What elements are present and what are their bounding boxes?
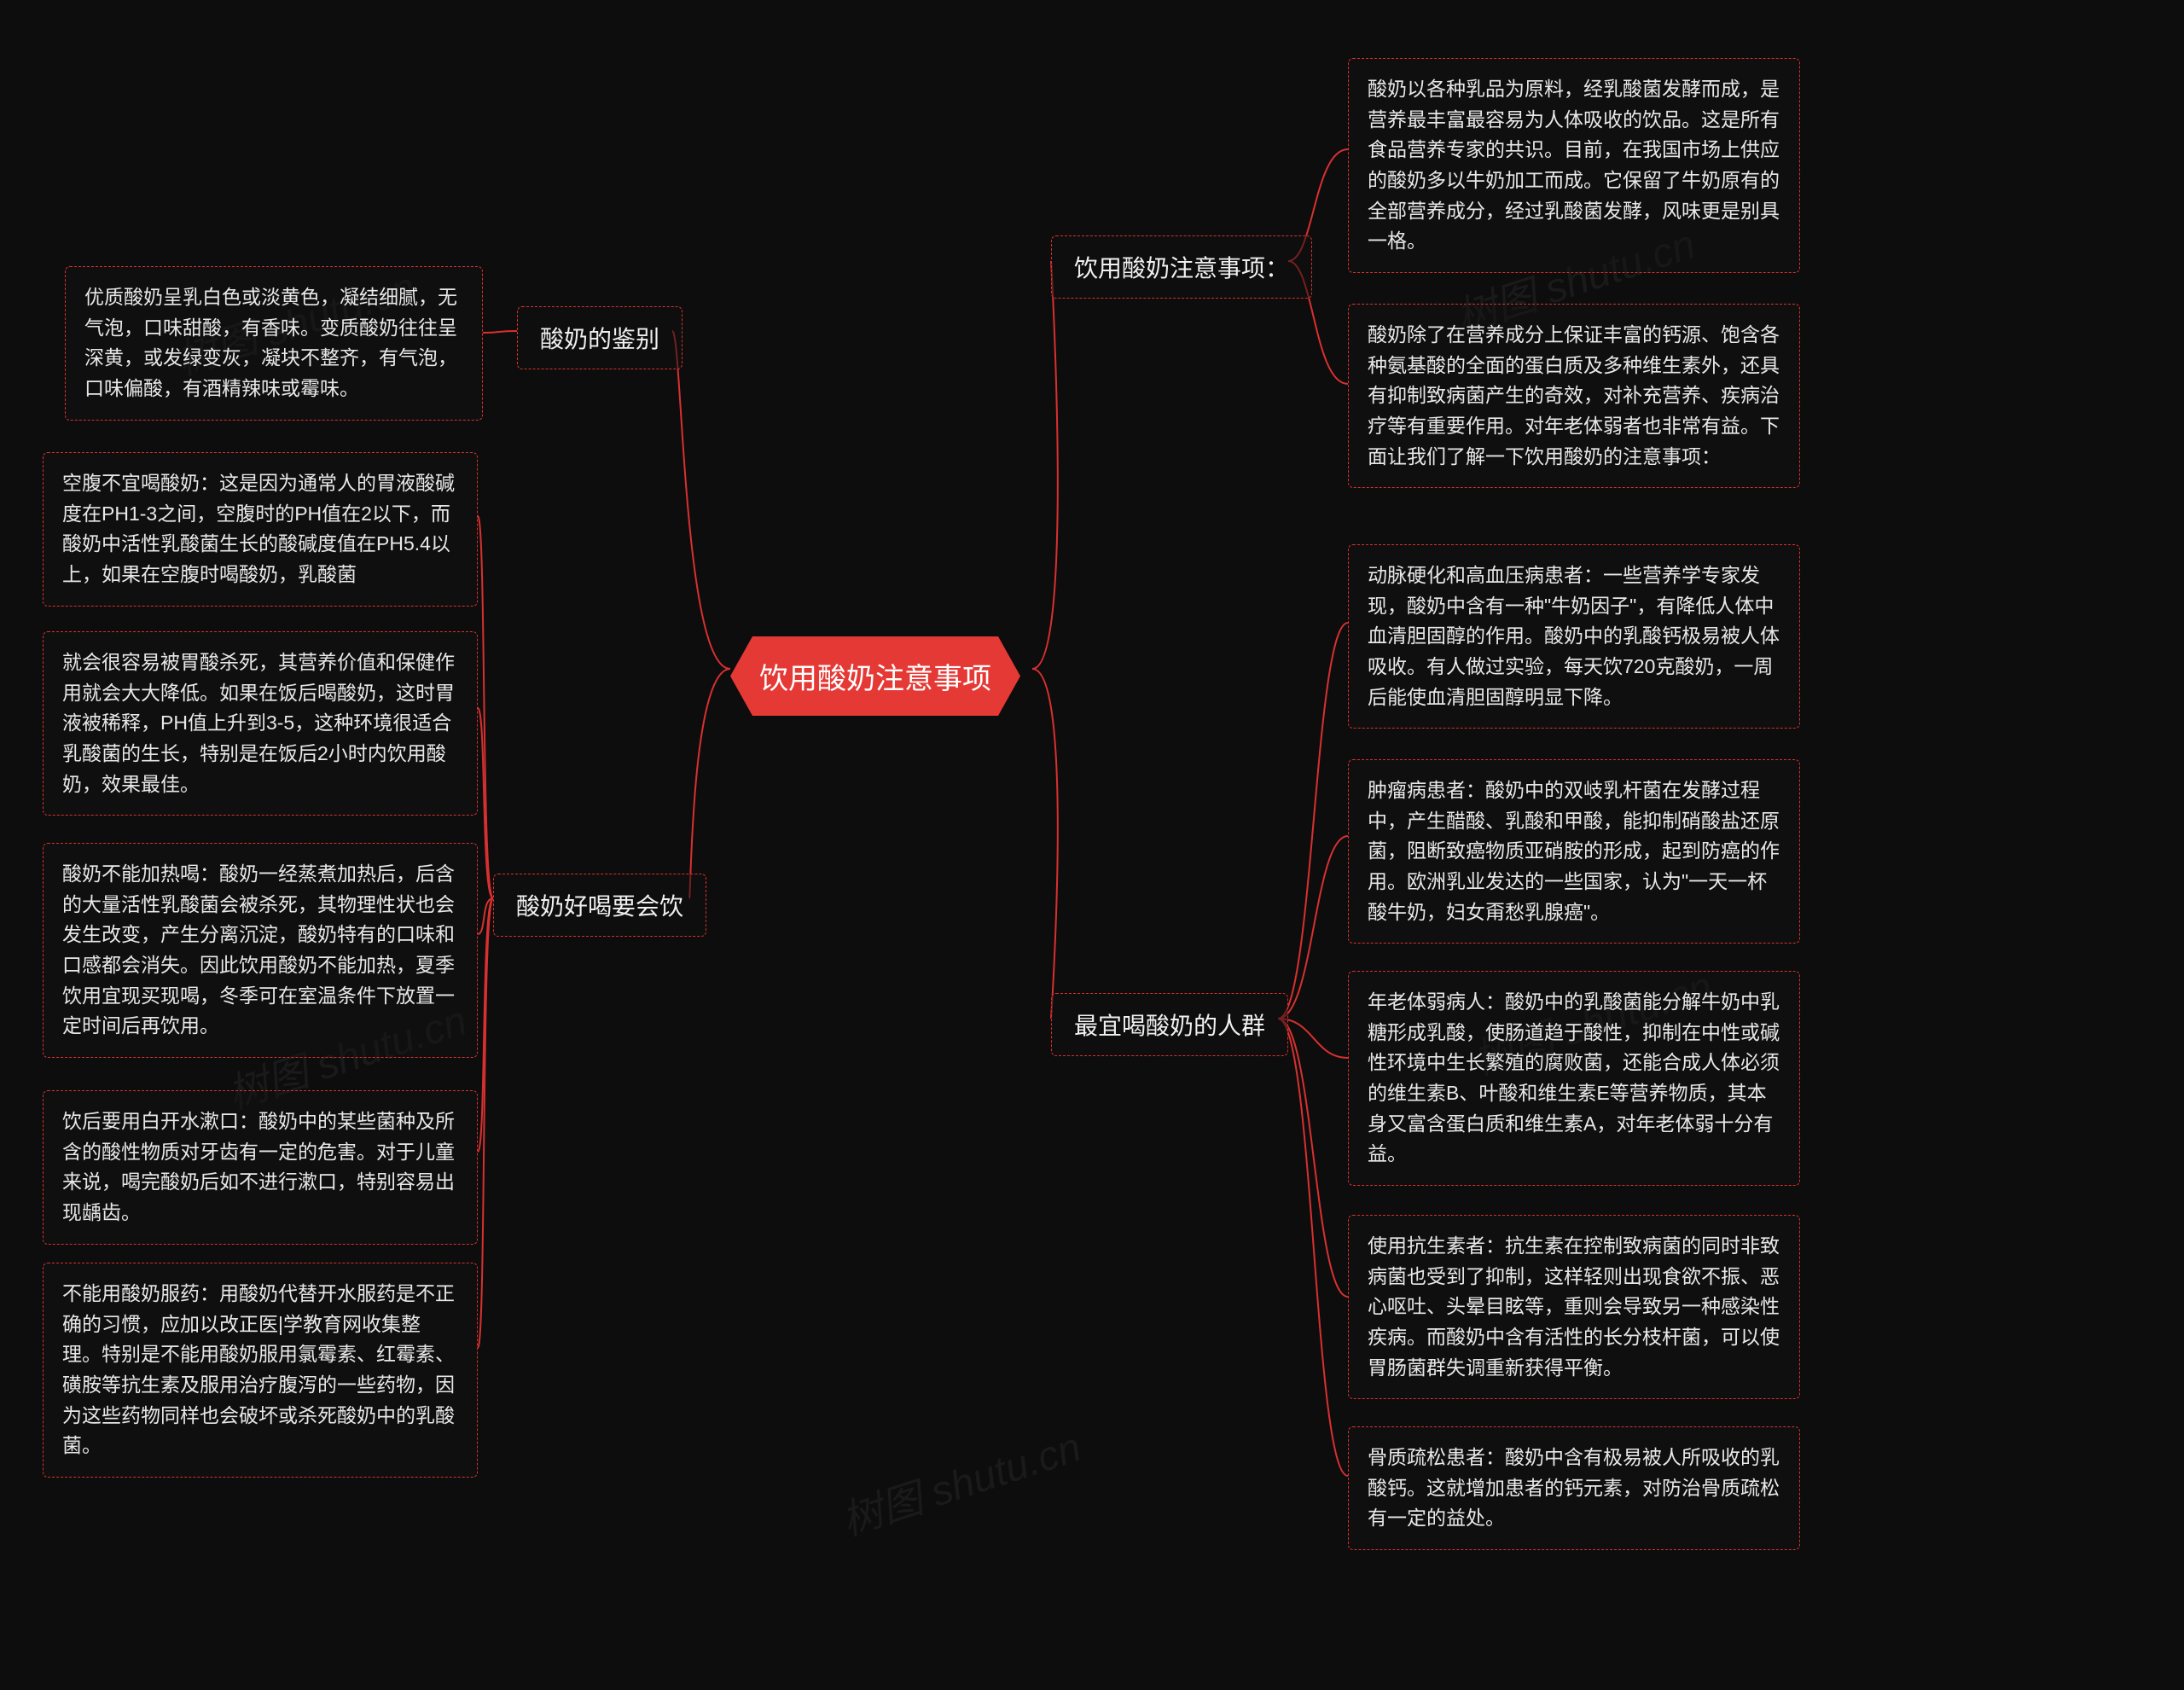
leaf-jianbie-0[interactable]: 优质酸奶呈乳白色或淡黄色，凝结细腻，无气泡，口味甜酸，有香味。变质酸奶往往呈深黄…	[65, 266, 483, 421]
leaf-huiyin-4[interactable]: 不能用酸奶服药：用酸奶代替开水服药是不正确的习惯，应加以改正医|学教育网收集整理…	[43, 1263, 478, 1478]
branch-zhuyi[interactable]: 饮用酸奶注意事项：	[1051, 235, 1312, 299]
branch-huiyin[interactable]: 酸奶好喝要会饮	[493, 874, 706, 937]
leaf-zhuyi-1[interactable]: 酸奶除了在营养成分上保证丰富的钙源、饱含各种氨基酸的全面的蛋白质及多种维生素外，…	[1348, 304, 1800, 488]
leaf-zhuyi-0[interactable]: 酸奶以各种乳品为原料，经乳酸菌发酵而成，是营养最丰富最容易为人体吸收的饮品。这是…	[1348, 58, 1800, 273]
leaf-renqun-3[interactable]: 使用抗生素者：抗生素在控制致病菌的同时非致病菌也受到了抑制，这样轻则出现食欲不振…	[1348, 1215, 1800, 1399]
leaf-huiyin-3[interactable]: 饮后要用白开水漱口：酸奶中的某些菌种及所含的酸性物质对牙齿有一定的危害。对于儿童…	[43, 1090, 478, 1245]
branch-renqun[interactable]: 最宜喝酸奶的人群	[1051, 993, 1288, 1056]
leaf-renqun-0[interactable]: 动脉硬化和高血压病患者：一些营养学专家发现，酸奶中含有一种"牛奶因子"，有降低人…	[1348, 544, 1800, 729]
watermark: 树图 shutu.cn	[833, 1414, 1087, 1547]
leaf-huiyin-1[interactable]: 就会很容易被胃酸杀死，其营养价值和保健作用就会大大降低。如果在饭后喝酸奶，这时胃…	[43, 631, 478, 816]
branch-jianbie[interactable]: 酸奶的鉴别	[517, 306, 682, 369]
leaf-renqun-2[interactable]: 年老体弱病人：酸奶中的乳酸菌能分解牛奶中乳糖形成乳酸，使肠道趋于酸性，抑制在中性…	[1348, 971, 1800, 1186]
leaf-renqun-4[interactable]: 骨质疏松患者：酸奶中含有极易被人所吸收的乳酸钙。这就增加患者的钙元素，对防治骨质…	[1348, 1426, 1800, 1550]
leaf-renqun-1[interactable]: 肿瘤病患者：酸奶中的双岐乳杆菌在发酵过程中，产生醋酸、乳酸和甲酸，能抑制硝酸盐还…	[1348, 759, 1800, 944]
leaf-huiyin-0[interactable]: 空腹不宜喝酸奶：这是因为通常人的胃液酸碱度在PH1-3之间，空腹时的PH值在2以…	[43, 452, 478, 607]
root-node[interactable]: 饮用酸奶注意事项	[730, 636, 1020, 716]
leaf-huiyin-2[interactable]: 酸奶不能加热喝：酸奶一经蒸煮加热后，后含的大量活性乳酸菌会被杀死，其物理性状也会…	[43, 843, 478, 1058]
mindmap-canvas: 树图 shutu.cn 树图 shutu.cn 树图 shutu.cn 树图 s…	[0, 0, 2184, 1690]
